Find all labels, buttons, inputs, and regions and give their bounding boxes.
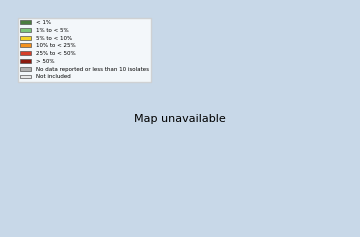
Text: Map unavailable: Map unavailable bbox=[134, 114, 226, 123]
Legend: < 1%, 1% to < 5%, 5% to < 10%, 10% to < 25%, 25% to < 50%, > 50%, No data report: < 1%, 1% to < 5%, 5% to < 10%, 10% to < … bbox=[18, 18, 151, 82]
